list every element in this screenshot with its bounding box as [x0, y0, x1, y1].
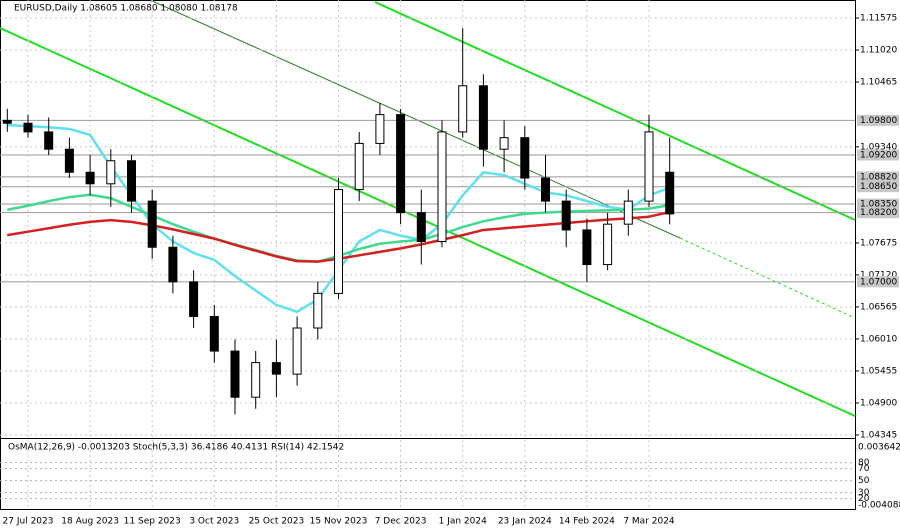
candle-body [168, 246, 178, 283]
candle-body [416, 212, 426, 242]
candle-body [271, 362, 281, 375]
level-label: 1.08200 [860, 208, 897, 218]
channel-line [0, 27, 856, 417]
y-tick-label: 1.10465 [860, 78, 897, 88]
level-label-box [857, 149, 899, 161]
level-label: 1.08650 [860, 182, 897, 192]
candle-body [582, 229, 592, 266]
x-tick-label: 7 Mar 2024 [623, 517, 675, 527]
candle-body [354, 142, 364, 191]
candle-body [396, 114, 406, 214]
indicator-tick-label: 30 [858, 488, 870, 498]
indicator-tick-label: 70 [858, 464, 870, 474]
level-label: 1.09800 [860, 116, 897, 126]
candle-body [458, 85, 468, 133]
y-tick-label: 1.05455 [860, 366, 897, 376]
indicator-title: OsMA(12,26,9) -0.0013203 Stoch(5,3,3) 36… [8, 443, 344, 453]
candle-body [375, 114, 385, 144]
y-tick-label: 1.07675 [860, 238, 897, 248]
x-tick-label: 14 Feb 2024 [559, 517, 615, 527]
x-tick-label: 15 Nov 2023 [310, 517, 368, 527]
candle-body [478, 85, 488, 150]
level-label-box [857, 181, 899, 193]
x-tick-label: 27 Jul 2023 [3, 517, 54, 527]
indicator-range-label: 0.0036428 [858, 443, 900, 453]
candle-body [85, 171, 95, 185]
x-tick-label: 1 Jan 2024 [439, 517, 487, 527]
level-label: 1.09200 [860, 150, 897, 160]
x-tick-label: 11 Sep 2023 [124, 517, 181, 527]
candle-body [437, 131, 447, 242]
candle-body [644, 131, 654, 202]
candle-body [292, 327, 302, 375]
candle-body [561, 200, 571, 231]
candle-body [313, 292, 323, 329]
x-tick-label: 25 Oct 2023 [249, 517, 305, 527]
candle-body [23, 122, 33, 133]
candle-body [44, 131, 54, 150]
candle-body [230, 350, 240, 398]
candle-body [147, 200, 157, 248]
indicator-range-label: -0.004088 [858, 501, 900, 511]
chart-title: EURUSD,Daily 1.08605 1.08680 1.08080 1.0… [14, 4, 238, 14]
level-label: 1.08820 [860, 172, 897, 182]
candle-body [623, 200, 633, 225]
candle-body [209, 315, 219, 352]
level-label-box [857, 198, 899, 210]
indicator-tick-label: 20 [858, 494, 870, 504]
candle-body [665, 171, 675, 215]
x-tick-label: 7 Dec 2023 [375, 517, 427, 527]
x-tick-label: 18 Aug 2023 [61, 517, 119, 527]
level-label: 1.07000 [860, 277, 897, 287]
y-tick-label: 1.06565 [860, 302, 897, 312]
level-label-box [857, 171, 899, 183]
candle-body [520, 137, 530, 179]
plot-frame [0, 0, 856, 510]
candle-body [251, 362, 261, 398]
level-label: 1.08350 [860, 199, 897, 209]
candle-body [106, 160, 116, 185]
candle-body [127, 160, 136, 202]
channel-mid-extension [679, 237, 856, 319]
x-tick-label: 3 Oct 2023 [189, 517, 239, 527]
y-tick-label: 1.06010 [860, 334, 897, 344]
y-tick-label: 1.04345 [860, 430, 897, 440]
candle-body [64, 148, 74, 173]
candle-body [2, 119, 12, 124]
x-tick-label: 23 Jan 2024 [498, 517, 552, 527]
channel-line [374, 1, 856, 221]
level-label-box [857, 276, 899, 288]
y-tick-label: 1.11575 [860, 13, 897, 23]
indicator-tick-label: 50 [858, 476, 870, 486]
candle-body [499, 137, 509, 150]
candle-body [334, 189, 343, 294]
y-tick-label: 1.07120 [860, 270, 897, 280]
candle-body [189, 281, 199, 317]
y-tick-label: 1.09340 [860, 142, 897, 152]
channel-mid-line [149, 0, 681, 239]
level-label-box [857, 114, 899, 126]
level-label-box [857, 207, 899, 219]
y-tick-label: 1.04900 [860, 398, 897, 408]
candle-body [603, 223, 613, 266]
indicator-tick-label: 80 [858, 458, 870, 468]
candle-body [541, 177, 550, 202]
y-tick-label: 1.11020 [860, 46, 897, 56]
